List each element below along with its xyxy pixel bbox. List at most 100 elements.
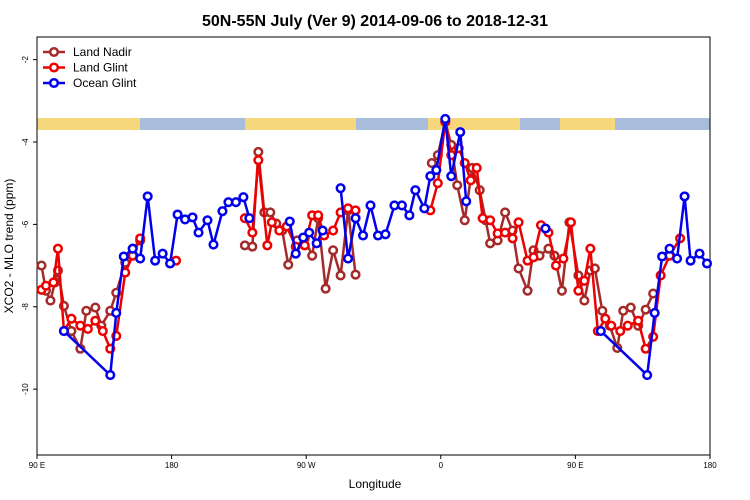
data-point [431, 164, 442, 176]
data-point [640, 304, 651, 315]
data-point [679, 191, 690, 202]
data-point [97, 325, 108, 337]
data-point [253, 155, 264, 166]
data-point [157, 248, 168, 259]
data-point [471, 162, 482, 174]
legend-marker [48, 62, 60, 73]
data-point [404, 210, 415, 221]
data-point [317, 225, 328, 236]
data-point [485, 215, 496, 226]
data-point [694, 248, 705, 259]
data-point [247, 227, 258, 238]
data-point [247, 241, 258, 252]
data-point [343, 253, 354, 264]
data-point [111, 307, 122, 318]
x-tick-label: 180 [703, 461, 717, 470]
data-point [522, 285, 533, 296]
data-point [425, 171, 436, 182]
data-point [172, 209, 183, 220]
data-point [565, 217, 576, 228]
data-point [328, 245, 339, 256]
data-point [419, 203, 430, 214]
x-tick-label: 90 E [29, 461, 45, 470]
data-point [45, 295, 56, 306]
data-point [284, 216, 295, 227]
legend-label: Land Nadir [73, 45, 132, 59]
data-point [507, 233, 518, 244]
data-point [640, 343, 651, 354]
data-point [556, 285, 567, 296]
data-point [625, 302, 636, 313]
data-point [66, 313, 77, 324]
data-point [573, 285, 584, 296]
data-point [81, 305, 92, 316]
data-point [320, 283, 331, 294]
data-point [579, 275, 590, 286]
x-tick-label: 180 [165, 461, 179, 470]
data-point [105, 370, 116, 381]
data-point [150, 255, 161, 266]
data-point [465, 175, 476, 186]
data-point [90, 315, 101, 326]
x-tick-label: 90 W [297, 461, 316, 470]
data-point [244, 213, 255, 224]
data-point [311, 238, 322, 249]
data-point [528, 252, 539, 263]
data-point [500, 227, 511, 238]
data-point [142, 191, 153, 202]
data-point [452, 180, 463, 191]
data-point [283, 259, 294, 270]
data-point [298, 232, 309, 243]
data-point [36, 260, 47, 271]
series-line [63, 117, 709, 377]
ocean-band [520, 118, 560, 130]
data-point [165, 258, 176, 269]
data-point [633, 315, 644, 326]
y-axis-label: XCO2 - MLO trend (ppm) [2, 179, 16, 314]
data-point [265, 207, 276, 218]
ocean-band [356, 118, 428, 130]
data-point [649, 307, 660, 318]
data-point [335, 183, 346, 194]
data-point [253, 146, 264, 157]
legend-label: Ocean Glint [73, 76, 137, 90]
data-point [410, 185, 421, 196]
data-point [52, 243, 63, 254]
legend-marker [48, 46, 60, 58]
y-tick-label: -8 [21, 303, 30, 311]
data-point [328, 225, 339, 236]
data-point [266, 217, 277, 228]
data-point [396, 200, 407, 211]
data-point [58, 325, 69, 337]
ocean-band [615, 118, 710, 130]
legend-label: Land Glint [73, 61, 128, 75]
data-point [672, 253, 683, 264]
chart-title: 50N-55N July (Ver 9) 2014-09-06 to 2018-… [202, 13, 548, 30]
y-tick-label: -6 [21, 220, 30, 228]
data-point [595, 325, 606, 337]
data-point [350, 269, 361, 280]
data-point [597, 305, 608, 316]
data-point [455, 127, 466, 138]
data-point [585, 243, 596, 254]
data-point [380, 229, 391, 240]
data-point [558, 253, 569, 264]
data-point [642, 370, 653, 381]
data-point [48, 277, 59, 288]
x-tick-label: 0 [439, 461, 444, 470]
data-point [335, 270, 346, 281]
plot-frame [36, 36, 711, 456]
x-tick-label: 90 E [567, 461, 583, 470]
data-point [657, 251, 668, 262]
ocean-band [140, 118, 245, 130]
data-point [459, 215, 470, 226]
data-point [615, 325, 626, 337]
y-tick-label: -2 [21, 56, 30, 64]
legend-marker [48, 77, 60, 89]
data-point [513, 217, 524, 228]
data-point [606, 320, 617, 331]
data-point [208, 239, 219, 250]
y-tick-label: -10 [21, 383, 30, 395]
